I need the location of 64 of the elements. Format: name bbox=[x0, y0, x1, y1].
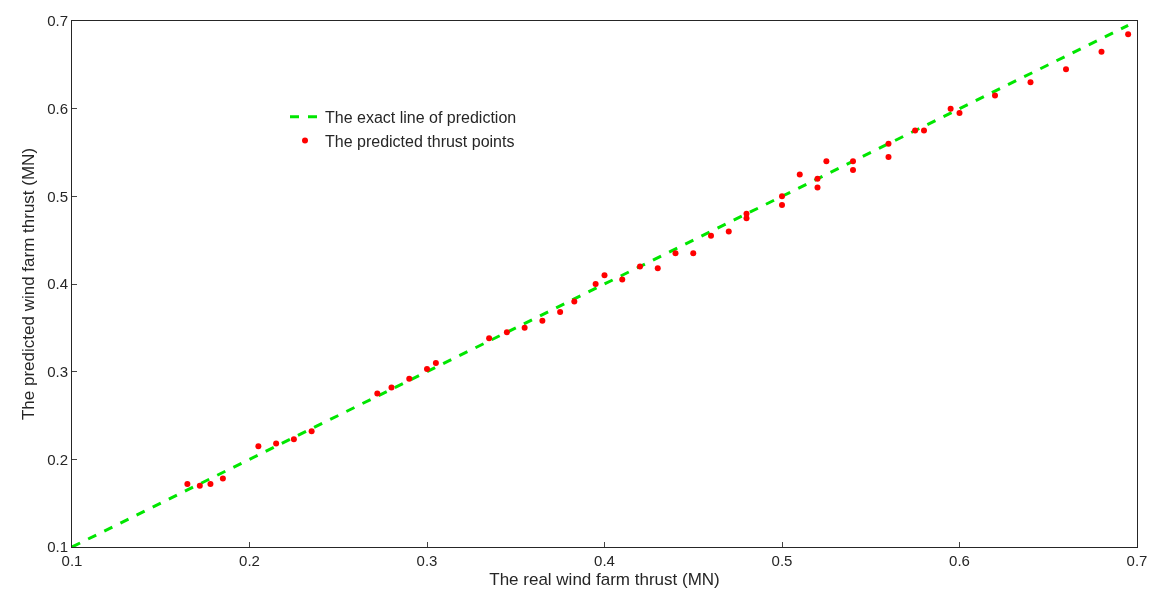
y-tick-label: 0.4 bbox=[47, 275, 68, 293]
point bbox=[308, 428, 315, 435]
point bbox=[814, 175, 821, 182]
point bbox=[823, 158, 830, 165]
x-tick-label: 0.4 bbox=[594, 552, 615, 569]
point bbox=[921, 127, 927, 134]
point bbox=[424, 366, 430, 373]
legend-label: The predicted thrust points bbox=[325, 132, 515, 150]
y-tick-label: 0.5 bbox=[47, 187, 68, 205]
point bbox=[388, 384, 395, 391]
point bbox=[947, 105, 954, 112]
y-tick-label: 0.6 bbox=[47, 99, 68, 117]
x-tick-label: 0.5 bbox=[771, 552, 793, 569]
point bbox=[708, 232, 714, 239]
point bbox=[539, 317, 546, 324]
point bbox=[503, 329, 510, 336]
point bbox=[207, 480, 214, 487]
point bbox=[184, 480, 191, 487]
x-tick-label: 0.2 bbox=[239, 552, 260, 569]
point bbox=[885, 140, 892, 147]
point bbox=[557, 309, 564, 316]
x-tick-label: 0.7 bbox=[1126, 552, 1148, 569]
point bbox=[654, 265, 661, 272]
point bbox=[486, 335, 493, 342]
x-tick-label: 0.3 bbox=[416, 552, 438, 569]
point bbox=[743, 210, 750, 217]
point bbox=[601, 272, 608, 279]
point bbox=[850, 158, 856, 165]
point bbox=[672, 250, 679, 257]
point bbox=[1027, 79, 1034, 86]
point bbox=[196, 482, 203, 489]
point bbox=[779, 193, 785, 200]
point bbox=[690, 250, 697, 257]
point bbox=[912, 127, 919, 134]
point bbox=[637, 263, 643, 270]
x-axis-title: The real wind farm thrust (MN) bbox=[489, 570, 720, 590]
point bbox=[219, 475, 226, 482]
point bbox=[1125, 31, 1132, 38]
point bbox=[796, 171, 803, 178]
point bbox=[374, 390, 381, 397]
point bbox=[956, 110, 963, 117]
point bbox=[273, 440, 280, 447]
x-tick-label: 0.6 bbox=[949, 552, 970, 569]
point bbox=[619, 276, 626, 283]
point bbox=[779, 202, 785, 209]
legend-label: The exact line of prediction bbox=[325, 109, 517, 127]
point bbox=[521, 324, 528, 331]
point bbox=[290, 436, 297, 443]
point bbox=[406, 375, 413, 382]
point bbox=[885, 153, 892, 160]
y-tick-label: 0.7 bbox=[47, 12, 68, 30]
y-tick-label: 0.3 bbox=[47, 362, 68, 380]
point bbox=[255, 443, 262, 450]
y-axis-title: The predicted wind farm thrust (MN) bbox=[18, 147, 38, 421]
point bbox=[571, 298, 578, 305]
point bbox=[1063, 66, 1069, 73]
point bbox=[725, 228, 732, 235]
y-tick-label: 0.2 bbox=[47, 450, 68, 468]
point bbox=[850, 167, 856, 174]
point bbox=[1098, 48, 1105, 55]
point bbox=[814, 184, 821, 191]
point bbox=[432, 359, 439, 366]
point bbox=[592, 281, 599, 287]
point bbox=[992, 92, 998, 99]
